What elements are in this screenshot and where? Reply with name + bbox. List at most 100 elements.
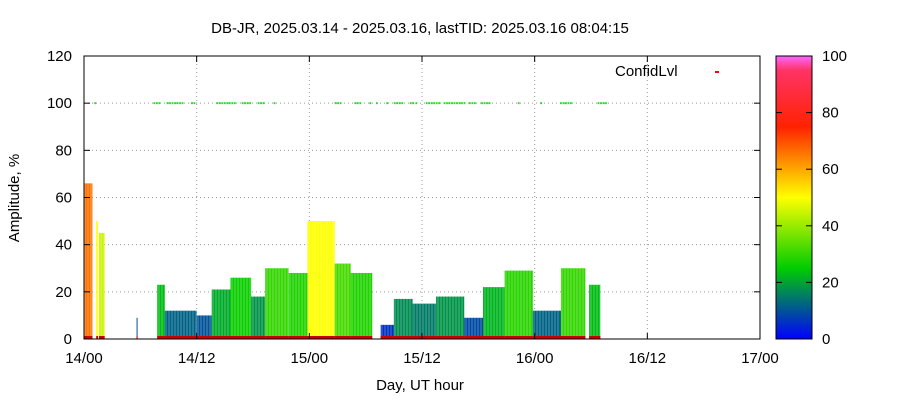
confidence-zero-run (464, 336, 484, 339)
amplitude-segment (211, 289, 231, 339)
amplitude-segment (504, 270, 533, 339)
confidence-run (273, 102, 276, 105)
axis-ticks: 0 20 40 60 80 100 120 14/00 14/12 15/00 15/12 16/00… (47, 48, 779, 367)
confidence-point (600, 102, 602, 105)
confidence-point (483, 102, 486, 105)
confidence-point (233, 102, 236, 105)
x-tick-label: 15/00 (291, 350, 329, 367)
confidence-zero-run (436, 336, 465, 339)
confidence-point (356, 102, 359, 105)
confidence-point (458, 102, 461, 105)
confidence-point (260, 102, 262, 105)
confidence-point (241, 102, 244, 105)
confidence-point (257, 102, 260, 105)
confidence-zero-run (393, 336, 413, 339)
confidence-run (334, 102, 342, 105)
confidence-point (354, 102, 357, 105)
x-tick-label: 15/12 (403, 350, 441, 367)
confidence-point (174, 102, 176, 105)
confidence-point (415, 102, 418, 105)
confidence-point (473, 102, 476, 105)
confidence-zero-run (196, 336, 212, 339)
amplitude-bar (307, 221, 335, 339)
grid (84, 56, 760, 339)
amplitude-bar (99, 232, 105, 339)
confidence-point (463, 102, 466, 105)
amplitude-bar (157, 284, 165, 339)
y-tick-label: 20 (55, 284, 72, 301)
confidence-point (409, 102, 412, 105)
confidence-zero-run (230, 336, 252, 339)
confidence-point (155, 102, 158, 105)
amplitude-bar (380, 324, 394, 339)
amplitude-segment (483, 287, 505, 339)
amplitude-bar (334, 263, 351, 339)
confidence-run (560, 102, 572, 105)
confidence-zero-run (99, 336, 105, 339)
confidence-run (597, 102, 607, 105)
confidence-point (602, 102, 605, 105)
confidence-zero-run (504, 336, 533, 339)
confidence-zero-run (380, 336, 394, 339)
confidence-point (401, 102, 404, 105)
confidence-run (153, 102, 161, 105)
confidence-run (375, 102, 378, 105)
confidence-point (158, 102, 161, 105)
amplitude-bar (96, 221, 99, 339)
amplitude-bar (483, 287, 505, 339)
confidence-zero-run (532, 336, 561, 339)
y-tick-label: 0 (64, 331, 72, 348)
confidence-point (486, 102, 488, 105)
confidence-point (249, 102, 252, 105)
amplitude-segment (164, 310, 197, 339)
confidence-zero-run (589, 336, 601, 339)
confidence-run (409, 102, 415, 105)
amplitude-bar (196, 315, 212, 339)
data-marks (84, 102, 607, 339)
plot-frame (83, 55, 761, 340)
colorbar-tick-label: 0 (822, 331, 830, 348)
confidence-point (428, 102, 431, 105)
confidence-point (375, 102, 378, 105)
amplitude-bar (230, 277, 252, 339)
confidence-point (273, 102, 276, 105)
amplitude-bar (504, 270, 533, 339)
confidence-point (171, 102, 174, 105)
confidence-run (369, 102, 372, 105)
confidence-point (517, 102, 520, 105)
confidence-point (560, 102, 562, 105)
confidence-run (354, 102, 362, 105)
confidence-point (153, 102, 156, 105)
amplitude-segment (96, 221, 99, 339)
confidence-point (448, 102, 451, 105)
y-tick-label: 80 (55, 142, 72, 159)
confidence-run (517, 102, 520, 105)
confidence-point (570, 102, 572, 105)
legend-label: ConfidLvl (615, 63, 678, 80)
confidence-run (241, 102, 252, 105)
colorbar-ticks: 0 20 40 60 80 100 (776, 48, 847, 348)
x-tick-label: 16/00 (516, 350, 554, 367)
x-axis-label: Day, UT hour (376, 377, 464, 394)
confidence-zero-run (412, 336, 437, 339)
confidence-run (386, 102, 389, 105)
confidence-zero-run (96, 336, 99, 339)
confidence-point (565, 102, 567, 105)
confidence-point (176, 102, 179, 105)
amplitude-bar (589, 284, 601, 339)
amplitude-segment (99, 232, 105, 339)
confidence-point (369, 102, 372, 105)
amplitude-segment (265, 268, 289, 339)
confidence-point (337, 102, 339, 105)
x-tick-label: 16/12 (629, 350, 667, 367)
confidence-run (415, 102, 418, 105)
confidence-point (461, 102, 463, 105)
confidence-point (453, 102, 456, 105)
y-tick-label: 40 (55, 237, 72, 254)
confidence-zero-run (251, 336, 266, 339)
confidence-point (359, 102, 362, 105)
confidence-point (216, 102, 219, 105)
confidence-zero-run (560, 336, 586, 339)
confidence-point (244, 102, 247, 105)
confidence-run (443, 102, 466, 105)
